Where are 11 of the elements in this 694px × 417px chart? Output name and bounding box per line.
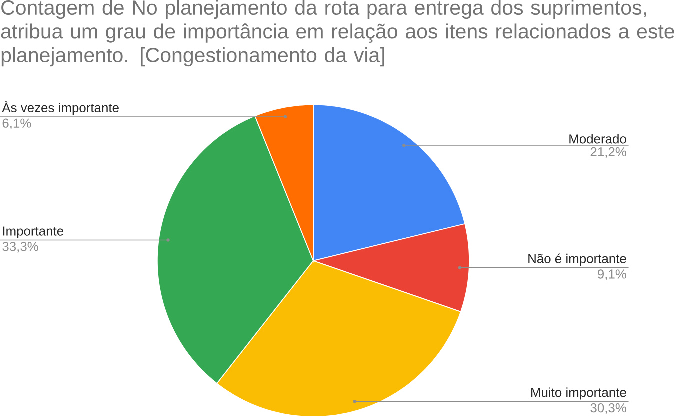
data-label: 21,2% <box>590 147 626 158</box>
slice-label: Moderado <box>570 134 626 144</box>
slice-label: Às vezes importante <box>2 101 119 115</box>
data-label: 33,3% <box>2 242 38 253</box>
slice-label: Muito importante <box>532 388 626 400</box>
slice-label: Importante <box>3 226 64 238</box>
data-label: 6,1% <box>2 118 32 130</box>
data-label: 30,3% <box>590 403 626 414</box>
data-label: 9,1% <box>598 269 626 280</box>
slice-label: Não é importante <box>528 254 626 266</box>
chart-title: Contagem de No planejamento da rota para entrega dos suprimentos, atribua um grau de importância em relação aos itens relacionados a este planejamento. [Congestionamento da via] <box>1 0 674 66</box>
